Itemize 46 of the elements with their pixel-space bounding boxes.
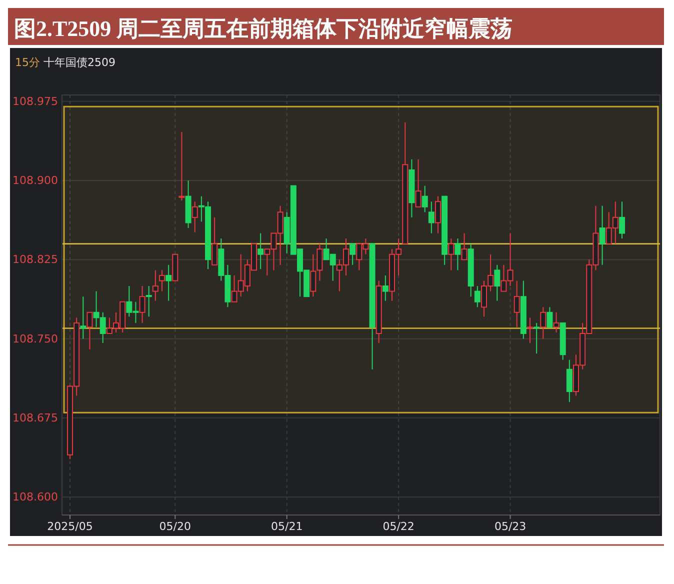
- candlestick: [474, 286, 480, 308]
- candlestick: [350, 243, 356, 266]
- candlestick: [146, 286, 152, 318]
- candlestick: [316, 243, 323, 282]
- candlestick: [461, 232, 468, 260]
- candlestick: [494, 264, 500, 302]
- candlestick: [178, 131, 185, 202]
- candlestick: [310, 254, 316, 298]
- x-tick-label: 05/23: [494, 520, 526, 533]
- x-tick-label: 05/22: [382, 520, 414, 533]
- candlestick: [619, 201, 625, 240]
- candlestick: [212, 216, 218, 266]
- candlestick: [428, 201, 434, 234]
- candlestick: [454, 238, 461, 271]
- candlestick: [258, 232, 264, 270]
- candlestick: [448, 238, 454, 271]
- candlestick: [86, 312, 93, 350]
- candlestick: [80, 296, 86, 340]
- candlestick: [599, 205, 606, 266]
- candlestick: [435, 196, 441, 234]
- candlestick: [152, 270, 158, 302]
- candlestick: [566, 359, 572, 403]
- candlestick: [540, 306, 546, 340]
- chart-subtitle: 15分 十年国债2509: [15, 56, 116, 69]
- y-tick-label: 108.675: [12, 411, 58, 424]
- x-tick-label: 05/21: [271, 520, 303, 533]
- candlestick: [514, 280, 520, 328]
- chart-title: 图2.T2509 周二至周五在前期箱体下沿附近窄幅震荡: [14, 16, 513, 41]
- candlestick: [192, 201, 198, 233]
- y-tick-label: 108.600: [12, 490, 58, 504]
- candlestick: [166, 264, 172, 302]
- candlestick: [534, 322, 540, 354]
- x-tick-label: 2025/05: [47, 520, 93, 533]
- candlestick: [553, 312, 560, 333]
- candlestick: [159, 270, 165, 292]
- y-tick-label: 108.825: [12, 253, 58, 266]
- candlestick: [415, 158, 422, 208]
- candlestick: [527, 317, 533, 344]
- candlestick: [546, 306, 553, 328]
- x-tick-label: 05/20: [159, 520, 191, 533]
- candlestick: [139, 286, 146, 324]
- y-tick-label: 108.900: [12, 174, 58, 187]
- y-tick-label: 108.975: [12, 94, 58, 108]
- candlestick: [422, 185, 428, 213]
- y-tick-label: 108.750: [12, 332, 58, 346]
- candlestick: [382, 274, 388, 302]
